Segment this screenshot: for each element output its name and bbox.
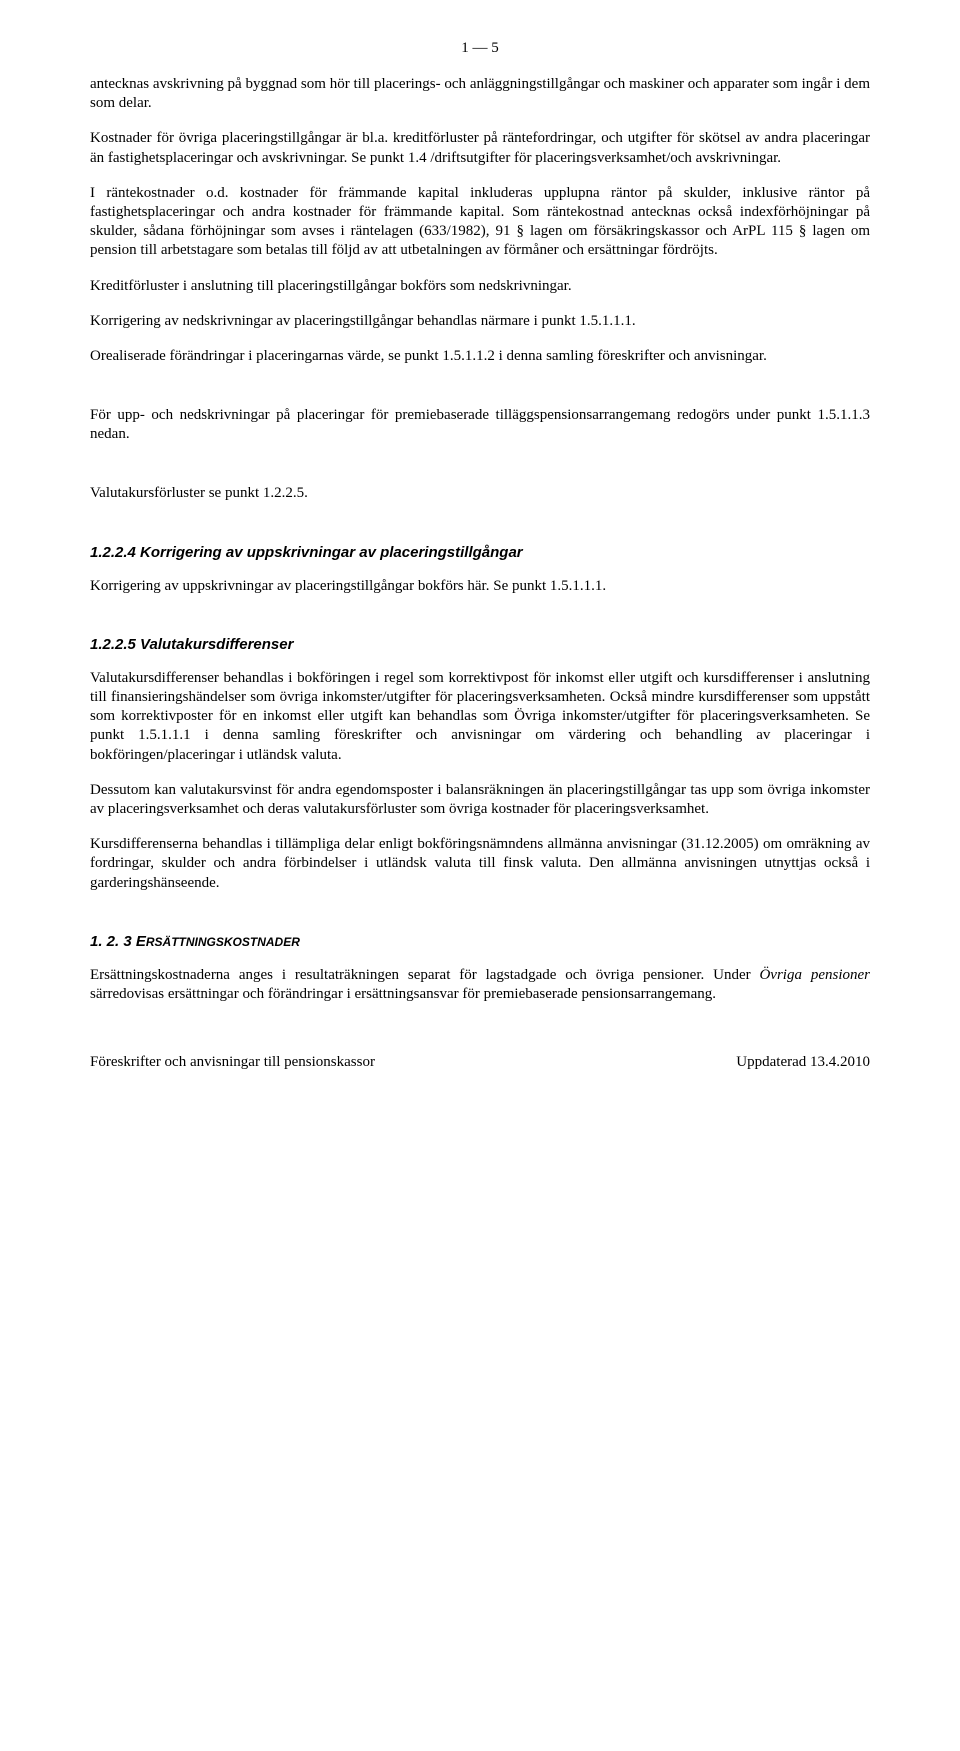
section-heading-123: 1. 2. 3 ERSÄTTNINGSKOSTNADER (90, 933, 870, 950)
paragraph: antecknas avskrivning på byggnad som hör… (90, 75, 870, 113)
footer-right: Uppdaterad 13.4.2010 (736, 1054, 870, 1071)
paragraph: Dessutom kan valutakursvinst för andra e… (90, 781, 870, 819)
paragraph: I räntekostnader o.d. kostnader för främ… (90, 184, 870, 261)
paragraph: Kreditförluster i anslutning till placer… (90, 277, 870, 296)
paragraph: Valutakursdifferenser behandlas i bokför… (90, 669, 870, 765)
paragraph: Korrigering av nedskrivningar av placeri… (90, 312, 870, 331)
paragraph: Kostnader för övriga placeringstillgånga… (90, 129, 870, 167)
footer-left: Föreskrifter och anvisningar till pensio… (90, 1054, 375, 1071)
section-heading-1225: 1.2.2.5 Valutakursdifferenser (90, 636, 870, 653)
heading-prefix: 1. 2. 3 E (90, 933, 146, 950)
paragraph: Kursdifferenserna behandlas i tillämplig… (90, 835, 870, 893)
text-run: Ersättningskostnaderna anges i resultatr… (90, 967, 759, 983)
paragraph: Valutakursförluster se punkt 1.2.2.5. (90, 484, 870, 503)
paragraph: Korrigering av uppskrivningar av placeri… (90, 577, 870, 596)
heading-rest: RSÄTTNINGSKOSTNADER (146, 935, 300, 949)
section-heading-1224: 1.2.2.4 Korrigering av uppskrivningar av… (90, 544, 870, 561)
paragraph: Orealiserade förändringar i placeringarn… (90, 347, 870, 366)
paragraph: Ersättningskostnaderna anges i resultatr… (90, 966, 870, 1004)
text-run: särredovisas ersättningar och förändring… (90, 986, 716, 1002)
italic-text: Övriga pensioner (759, 967, 870, 983)
page-footer: Föreskrifter och anvisningar till pensio… (90, 1054, 870, 1071)
paragraph: För upp- och nedskrivningar på placering… (90, 406, 870, 444)
page-number: 1 — 5 (90, 40, 870, 57)
